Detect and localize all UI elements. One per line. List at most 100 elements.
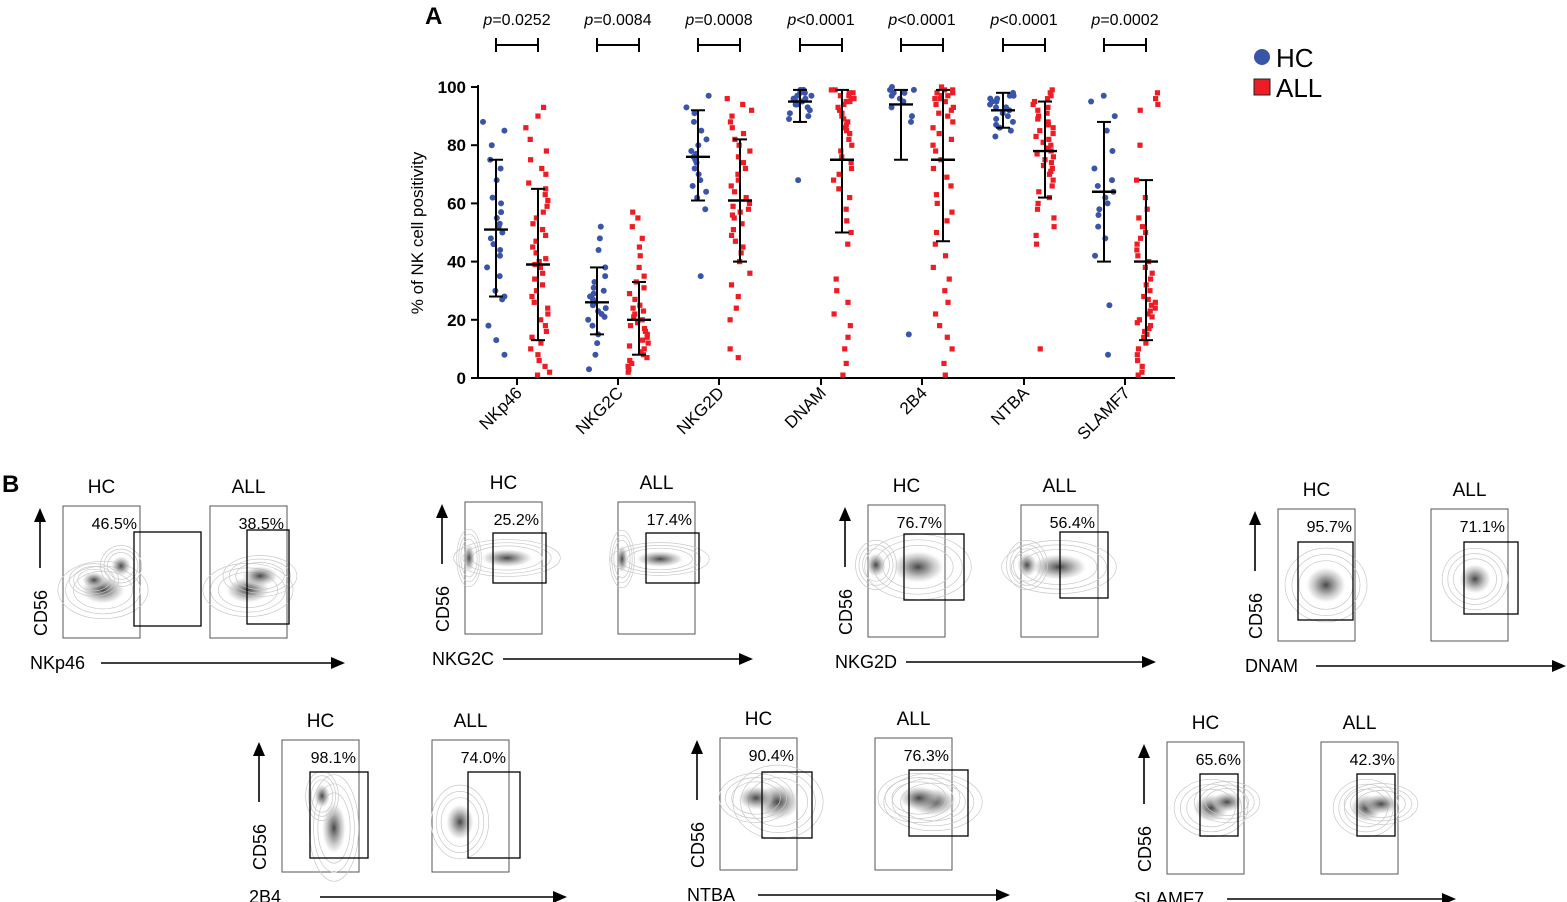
pvalue-label: p=0.0002 [1090, 12, 1158, 29]
all-point [641, 273, 647, 279]
marker-axis-label: NKG2D [835, 652, 897, 672]
all-point [543, 171, 549, 177]
legend-label: HC [1276, 43, 1314, 73]
pvalue-prefix: p [583, 12, 593, 29]
all-point [629, 224, 635, 230]
population-blob [314, 784, 330, 808]
population-blob [463, 544, 475, 572]
all-point [625, 369, 631, 375]
all-point [1155, 101, 1161, 108]
group-label: HC [88, 477, 115, 498]
chart-axes: 0 20 40 60 80 100 % of NK cell positivity [408, 78, 1175, 388]
x-tick-label-nkp46: NKp46 [476, 383, 526, 433]
all-point [945, 299, 951, 305]
all-point [644, 334, 650, 340]
y-arrow-head [1249, 511, 1261, 525]
flow-plot-hc: 98.1% HC [281, 711, 369, 882]
all-point [538, 340, 544, 346]
population-blob [1031, 554, 1087, 580]
all-point [635, 215, 641, 221]
y-arrow-head [34, 508, 46, 522]
x-tick-label-2b4: 2B4 [896, 383, 931, 418]
all-point [950, 87, 956, 93]
x-arrow-head [1442, 893, 1456, 902]
all-point [830, 177, 837, 183]
all-point [739, 221, 745, 227]
hc-point [908, 113, 915, 120]
all-point [1135, 253, 1141, 259]
all-point [942, 98, 948, 105]
hc-point [705, 92, 712, 99]
contour-ring [453, 539, 561, 577]
legend-marker-all [1253, 78, 1271, 96]
plot-frame [464, 501, 543, 635]
hc-point [1104, 200, 1111, 207]
all-point [641, 346, 647, 352]
hc-point [1109, 177, 1116, 184]
all-point [1051, 215, 1057, 221]
all-point [938, 84, 945, 90]
gate-box [903, 533, 965, 601]
contour-ring [884, 777, 954, 819]
all-point [727, 119, 734, 125]
hc-point [702, 206, 709, 213]
all-point [1134, 352, 1140, 358]
contour-ring [1193, 781, 1261, 823]
contour-ring [877, 773, 961, 823]
all-point [848, 96, 854, 102]
pvalue-prefix: p [989, 12, 999, 29]
plot-frame [431, 739, 510, 873]
hc-point [992, 133, 999, 140]
all-point [932, 311, 939, 317]
flow-plot-hc: 90.4% HC [718, 709, 824, 871]
hc-point [993, 98, 1000, 105]
all-point [533, 215, 539, 221]
all-point [539, 165, 545, 172]
hc-point [1095, 223, 1102, 230]
all-point [941, 360, 947, 367]
gate-box [1297, 541, 1354, 621]
all-point [933, 148, 939, 154]
all-point [841, 116, 847, 122]
hc-point [493, 337, 500, 344]
x-tick-label-nkg2d: NKG2D [673, 383, 728, 438]
flow-plot-all: 74.0% ALL [430, 711, 521, 873]
all-point [1139, 224, 1146, 230]
all-point [529, 293, 535, 300]
contour-ring [731, 781, 781, 815]
all-point [536, 357, 542, 364]
group-label: HC [1303, 480, 1330, 501]
all-point [836, 171, 842, 177]
hc-point [888, 104, 895, 111]
dot-plot-chart: p=0.0252 p=0.0084 p=0.0008 p<0.0001 p<0.0001… [408, 12, 1175, 444]
all-point [545, 311, 551, 317]
all-point [1047, 90, 1053, 96]
all-point [1143, 340, 1149, 346]
x-tick-label-ntba: NTBA [987, 383, 1033, 429]
all-point [626, 343, 633, 349]
hc-point [795, 177, 802, 184]
all-point [645, 340, 651, 346]
all-point [937, 323, 943, 329]
y-arrow-head [1138, 744, 1150, 758]
all-point [1046, 171, 1053, 177]
hc-point [794, 101, 801, 108]
gate-percent: 38.5% [239, 516, 284, 533]
all-point [542, 363, 548, 369]
marker-axis-label: SLAMF7 [1134, 889, 1204, 902]
all-point [532, 276, 538, 282]
contour-ring [69, 563, 119, 597]
all-point [636, 244, 643, 250]
hc-point [590, 284, 597, 291]
gate-percent: 76.3% [904, 748, 949, 765]
all-point [1035, 116, 1041, 122]
all-point [948, 107, 954, 113]
group-label: ALL [1343, 713, 1377, 734]
all-point [728, 232, 735, 239]
all-point [1035, 200, 1041, 206]
all-point [534, 372, 541, 378]
all-point [640, 308, 647, 314]
flow-plot-hc: 25.2% HC [453, 473, 561, 635]
hc-point [808, 92, 815, 99]
pvalue-brackets: p=0.0252 p=0.0084 p=0.0008 p<0.0001 p<0.0001… [482, 12, 1159, 52]
